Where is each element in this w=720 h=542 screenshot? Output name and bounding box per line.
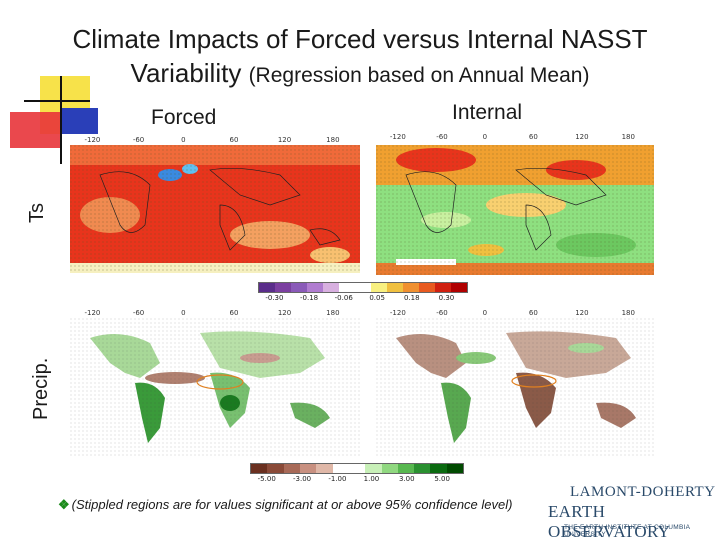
- lon-tick-label: 60: [528, 133, 538, 141]
- colorbar-swatch: [307, 283, 323, 292]
- lon-tick-label: -60: [436, 133, 448, 141]
- slide-title-line1: Climate Impacts of Forced versus Interna…: [72, 24, 648, 54]
- colorbar-swatch: [251, 464, 268, 473]
- lon-tick-label: 60: [528, 309, 538, 317]
- colorbar-swatch: [435, 283, 451, 292]
- lon-tick-label: -120: [84, 309, 101, 317]
- lon-tick-label: 120: [575, 309, 589, 317]
- lon-tick-label: 0: [482, 133, 488, 141]
- lon-tick-label: 180: [621, 133, 635, 141]
- colorbar-tick-label: 5.00: [434, 475, 450, 483]
- lon-tick-label: 60: [229, 309, 239, 317]
- lon-tick-label: 120: [277, 136, 292, 144]
- lon-tick-label: -60: [436, 309, 448, 317]
- deco-vertical-line: [60, 76, 62, 164]
- slide-title-sub: (Regression based on Annual Mean): [248, 64, 590, 87]
- colorbar-tick-label: 3.00: [399, 475, 415, 483]
- colorbar-swatch: [397, 464, 415, 473]
- colorbar-swatch: [323, 283, 339, 292]
- map-forced-precip: [70, 318, 360, 458]
- slide-title-main: Variability: [130, 58, 249, 88]
- colorbar-tick-label: 0.18: [404, 294, 420, 302]
- lon-tick-label: 180: [326, 309, 340, 317]
- lon-tick-label: 0: [482, 309, 488, 317]
- lon-tick-label: -120: [389, 309, 406, 317]
- colorbar-ts: [258, 282, 468, 293]
- logo-line3: THE EARTH INSTITUTE AT COLUMBIA UNIVERSI…: [564, 524, 690, 538]
- colorbar-tick-label: -0.18: [300, 294, 319, 302]
- colorbar-swatch: [446, 464, 464, 473]
- footnote-text: (Stippled regions are for values signifi…: [71, 497, 513, 512]
- colorbar-tick-label: -5.00: [257, 475, 276, 483]
- row-label-precip: Precip.: [30, 357, 52, 420]
- colorbar-tick-label: 1.00: [363, 475, 380, 483]
- map-internal-precip: [376, 318, 654, 458]
- colorbar-swatch: [339, 283, 355, 292]
- lon-tick-label: 120: [575, 133, 589, 141]
- colorbar-swatch: [365, 464, 382, 473]
- lon-tick-label: -120: [389, 133, 406, 141]
- lon-tick-label: 180: [621, 309, 635, 317]
- lamont-doherty-logo: LAMONT-DOHERTY EARTH OBSERVATORY THE EAR…: [548, 480, 720, 541]
- colorbar-swatch: [414, 464, 431, 473]
- logo-line1: LAMONT-DOHERTY: [570, 484, 716, 500]
- column-label-internal: Internal: [452, 101, 523, 124]
- colorbar-swatch: [403, 283, 419, 292]
- deco-horizontal-line: [24, 100, 90, 102]
- lon-tick-label: -60: [132, 309, 145, 317]
- colorbar-swatch: [451, 283, 467, 292]
- colorbar-swatch: [387, 283, 403, 292]
- logo-line2: EARTH OBSERVATORY: [548, 502, 671, 541]
- map-internal-ts: [376, 145, 654, 275]
- lon-tick-label: 0: [181, 309, 186, 317]
- colorbar-swatch: [267, 464, 284, 473]
- colorbar-swatch: [259, 283, 275, 292]
- bullet-icon: ❖: [58, 497, 70, 512]
- lon-tick-label: -120: [84, 136, 101, 144]
- colorbar-precip: [250, 463, 464, 474]
- colorbar-swatch: [430, 464, 447, 473]
- colorbar-tick-label: -0.30: [265, 294, 284, 302]
- map-forced-ts: [70, 145, 360, 273]
- column-label-forced: Forced: [151, 106, 217, 129]
- lon-tick-label: -60: [132, 136, 145, 144]
- lon-tick-label: 0: [181, 136, 186, 144]
- colorbar-swatch: [371, 283, 387, 292]
- lon-tick-label: 120: [277, 309, 292, 317]
- deco-blue-block: [60, 108, 98, 134]
- colorbar-tick-label: 0.30: [438, 294, 455, 302]
- colorbar-swatch: [348, 464, 366, 473]
- colorbar-tick-label: -0.06: [334, 294, 353, 302]
- colorbar-swatch: [381, 464, 398, 473]
- deco-red-block: [10, 112, 62, 148]
- colorbar-swatch: [299, 464, 317, 473]
- colorbar-swatch: [275, 283, 291, 292]
- colorbar-tick-label: -1.00: [328, 475, 347, 483]
- colorbar-swatch: [332, 464, 349, 473]
- row-label-ts: Ts: [26, 203, 48, 223]
- colorbar-swatch: [283, 464, 300, 473]
- colorbar-swatch: [419, 283, 435, 292]
- footnote: ❖ (Stippled regions are for values signif…: [58, 497, 512, 513]
- lon-tick-label: 180: [326, 136, 340, 144]
- colorbar-tick-label: -3.00: [293, 475, 312, 483]
- colorbar-swatch: [355, 283, 371, 292]
- colorbar-swatch: [291, 283, 307, 292]
- colorbar-tick-label: 0.05: [369, 294, 385, 302]
- lon-tick-label: 60: [229, 136, 239, 144]
- slide-title-line2: Variability (Regression based on Annual …: [0, 58, 720, 89]
- colorbar-swatch: [316, 464, 333, 473]
